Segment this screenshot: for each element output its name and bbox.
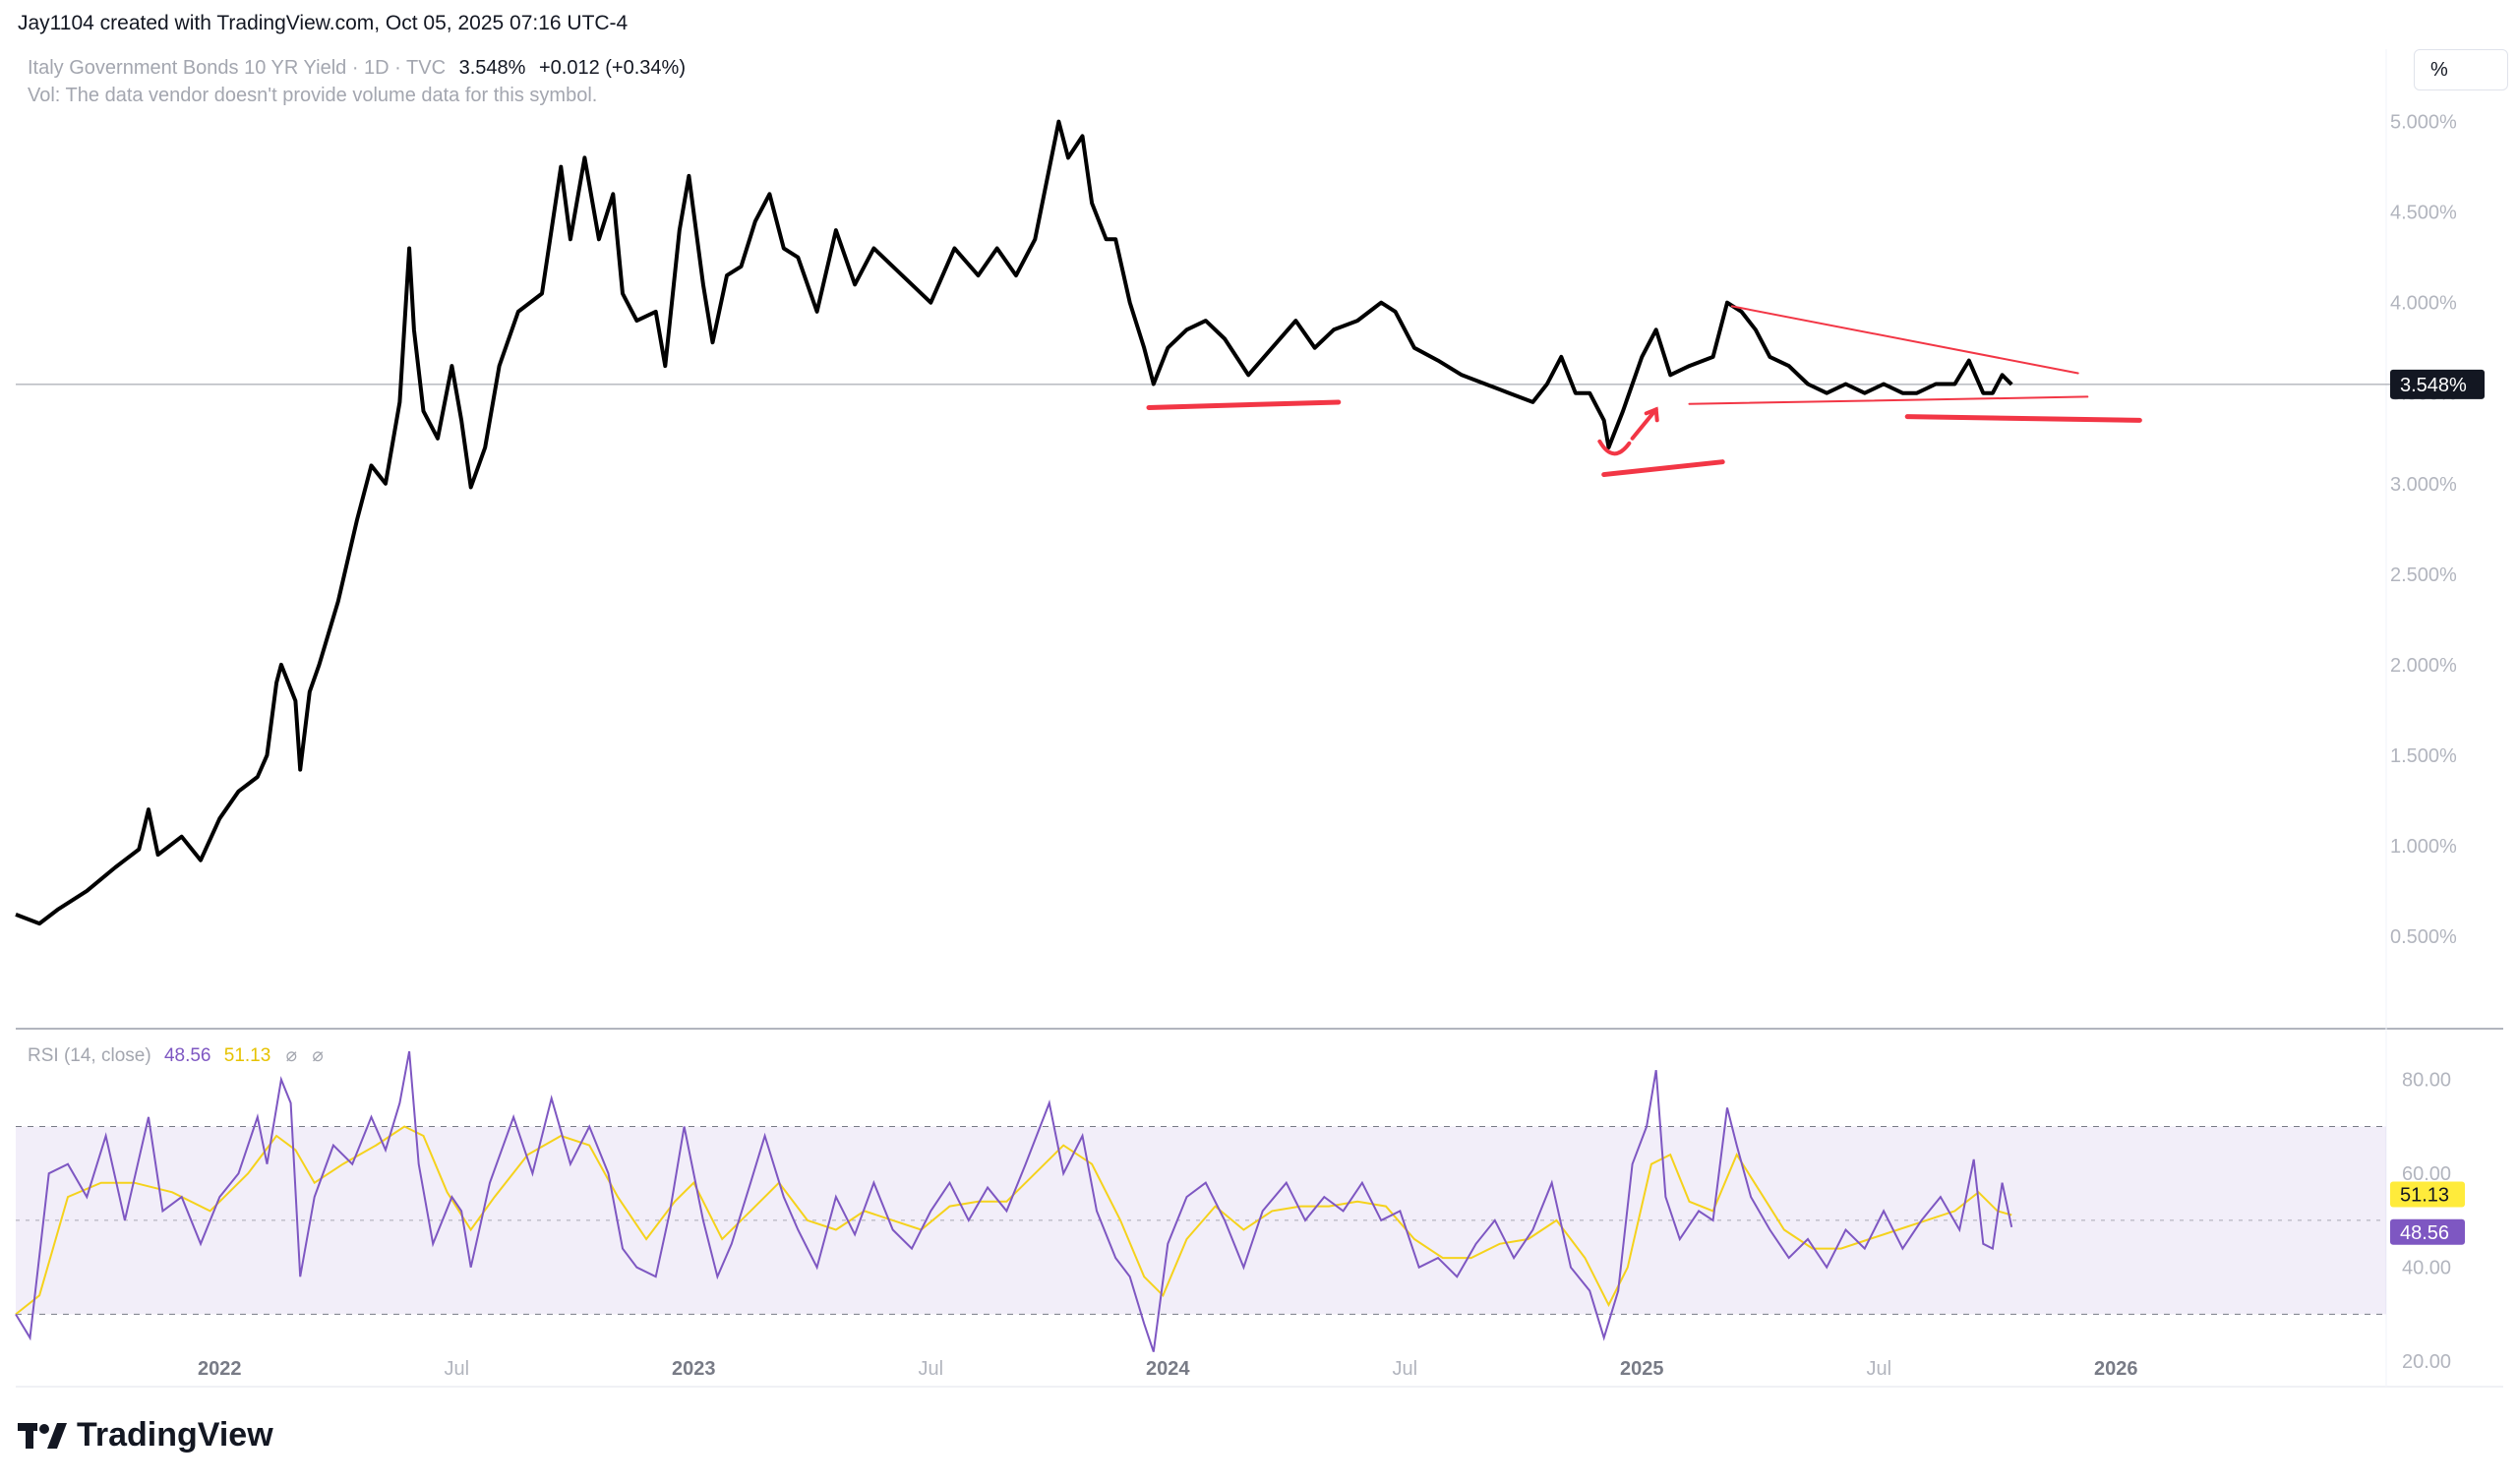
rsi-legend: RSI (14, close) 48.56 51.13 ⌀ ⌀ <box>28 1044 324 1067</box>
time-axis-tick-label: 2025 <box>1620 1358 1664 1380</box>
rsi-axis-tick-label: 60.00 <box>2402 1163 2451 1185</box>
yield-price-line[interactable] <box>15 119 2013 926</box>
price-axis-tick-label: 1.000% <box>2390 836 2457 858</box>
tradingview-brand-name: TradingView <box>77 1416 273 1454</box>
symbol-change: +0.012 (+0.34%) <box>538 57 686 79</box>
price-axis-tick-label: 2.000% <box>2390 655 2457 677</box>
chart-attribution: Jay1104 created with TradingView.com, Oc… <box>18 12 629 34</box>
symbol-name: Italy Government Bonds 10 YR Yield · 1D … <box>28 57 447 79</box>
rsi-axis-tick-label: 20.00 <box>2402 1351 2451 1373</box>
time-axis-tick-label: 2022 <box>198 1358 242 1380</box>
time-axis[interactable]: 2022 Jul 2023 Jul 2024 Jul 2025 Jul 2026 <box>198 1358 2138 1380</box>
time-axis-tick-label: 2024 <box>1146 1358 1190 1380</box>
last-price-label-text: 3.548% <box>2400 375 2467 396</box>
price-scale-unit-button[interactable]: % <box>2414 49 2508 90</box>
rsi-legend-ma-value: 51.13 <box>223 1045 271 1066</box>
rsi-value-label: 48.56 <box>2390 1218 2465 1245</box>
price-axis[interactable]: 5.000%4.500%4.000%3.500%3.000%2.500%2.00… <box>2390 112 2457 948</box>
drawings-layer[interactable] <box>1146 305 2142 478</box>
rsi-legend-label: RSI (14, close) <box>28 1045 151 1066</box>
chart-canvas[interactable]: 5.000%4.500%4.000%3.500%3.000%2.500%2.00… <box>0 0 2518 1416</box>
symbol-last-value: 3.548% <box>458 57 526 79</box>
price-axis-tick-label: 4.500% <box>2390 203 2457 224</box>
price-axis-tick-label: 4.000% <box>2390 293 2457 315</box>
rsi-ma-value-label: 51.13 <box>2390 1181 2465 1208</box>
price-axis-tick-label: 5.000% <box>2390 112 2457 134</box>
rsi-axis[interactable]: 80.00 60.00 40.00 20.00 <box>2402 1070 2451 1373</box>
up-arrow-head[interactable] <box>1644 406 1659 423</box>
rsi-legend-na-1: ⌀ <box>285 1045 298 1066</box>
time-axis-tick-label: Jul <box>1866 1358 1891 1380</box>
rsi-ma-line[interactable] <box>15 1125 2012 1316</box>
support-line-2025-low[interactable] <box>1601 459 1725 478</box>
bottom-circle-mark[interactable] <box>1597 439 1632 456</box>
rsi-ma-value-label-text: 51.13 <box>2400 1185 2449 1207</box>
rsi-legend-na-2: ⌀ <box>312 1045 324 1066</box>
rsi-axis-tick-label: 40.00 <box>2402 1258 2451 1279</box>
volume-note: Vol: The data vendor doesn't provide vol… <box>28 85 598 106</box>
price-axis-tick-label: 1.500% <box>2390 745 2457 767</box>
symbol-legend: Italy Government Bonds 10 YR Yield · 1D … <box>28 57 686 80</box>
price-axis-tick-label: 0.500% <box>2390 926 2457 948</box>
time-axis-tick-label: 2023 <box>672 1358 716 1380</box>
price-axis-tick-label: 3.000% <box>2390 474 2457 496</box>
up-arrow-shaft[interactable] <box>1630 407 1658 441</box>
tradingview-brand: TradingView <box>18 1416 273 1454</box>
time-axis-tick-label: Jul <box>1392 1358 1417 1380</box>
time-axis-tick-label: Jul <box>444 1358 469 1380</box>
triangle-lower-trendline[interactable] <box>1688 395 2089 405</box>
rsi-value-label-text: 48.56 <box>2400 1222 2449 1244</box>
time-axis-tick-label: 2026 <box>2094 1358 2138 1380</box>
support-line-right[interactable] <box>1904 414 2142 423</box>
rsi-legend-value: 48.56 <box>163 1045 211 1066</box>
rsi-line[interactable] <box>15 1050 2013 1352</box>
triangle-upper-trendline[interactable] <box>1730 305 2079 375</box>
last-price-label: 3.548% <box>2390 369 2485 399</box>
time-axis-tick-label: Jul <box>918 1358 943 1380</box>
price-axis-tick-label: 2.500% <box>2390 564 2457 586</box>
rsi-axis-tick-label: 80.00 <box>2402 1070 2451 1092</box>
support-line-2024[interactable] <box>1146 399 1342 410</box>
tradingview-logo-icon <box>18 1422 67 1449</box>
